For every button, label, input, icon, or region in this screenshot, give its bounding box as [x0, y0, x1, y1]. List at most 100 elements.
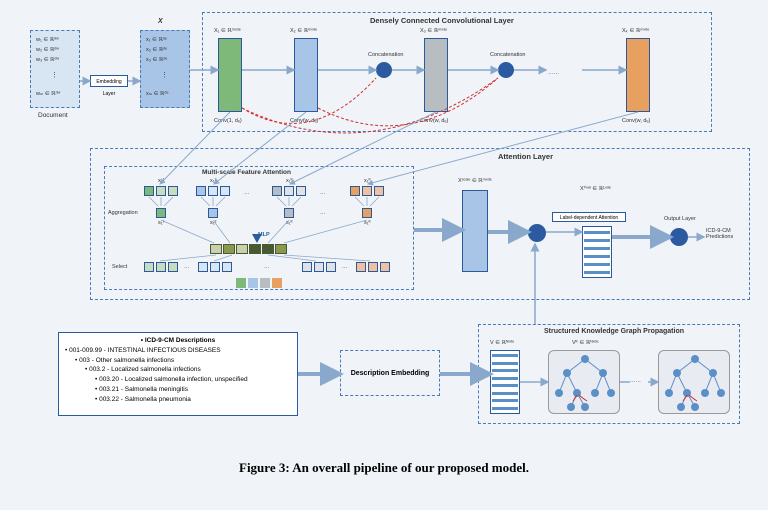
dccl-block-1 — [218, 38, 242, 112]
output-label: Output Layer — [664, 216, 696, 222]
msfa-sq — [168, 186, 178, 196]
convwk: Conv(w, dₑ) — [622, 118, 650, 124]
sel-sq — [302, 262, 312, 272]
x-dots: ⋮ — [161, 71, 168, 79]
sel-sq — [168, 262, 178, 272]
dccl-block-2 — [294, 38, 318, 112]
msfa-dots1: … — [244, 190, 250, 196]
document-label: Document — [38, 112, 68, 119]
x12: x₁² — [210, 178, 216, 184]
icd-l6: • 003.22 - Salmonella pneumonia — [65, 395, 291, 405]
aggregation: Aggregation — [108, 210, 138, 216]
graph2-svg — [659, 351, 731, 415]
concat-circle-1 — [376, 62, 392, 78]
icd-box: • ICD-9-CM Descriptions • 001-009.99 - I… — [58, 332, 298, 416]
xklab: Xₖ ∈ ℝᵐˣᵈᵉ — [622, 28, 649, 34]
skgp-dots: …… — [630, 378, 641, 384]
msfa-dots2: … — [320, 190, 326, 196]
sel-d3: … — [342, 264, 348, 270]
sel-sq — [210, 262, 220, 272]
s12: s₁² — [210, 220, 216, 226]
msfa-sq — [272, 186, 282, 196]
skgp-v: V ∈ ℝᴺˣᵈᵉ — [490, 340, 514, 346]
msfa-sq — [208, 208, 218, 218]
conv1: Conv(1, dₑ) — [214, 118, 242, 124]
x2lab: X₂ ∈ ℝᵐˣᵈᵉ — [290, 28, 317, 34]
xfinal-block — [582, 226, 612, 278]
sel-sq — [356, 262, 366, 272]
msfa-sq — [144, 186, 154, 196]
msfa-sq — [296, 186, 306, 196]
pred-label: ICD-9-CM Predictions — [706, 228, 746, 240]
sel-sq — [144, 262, 154, 272]
dccl-block-k — [626, 38, 650, 112]
msfa-dots3: … — [320, 210, 326, 216]
skgp-vk: Vᴷ ∈ ℝᴺˣᵈᵉ — [572, 340, 599, 346]
concat-circle-2 — [498, 62, 514, 78]
msfa-sq — [362, 186, 372, 196]
msfa-sq — [156, 186, 166, 196]
mlp-sq — [249, 244, 261, 254]
sel-sq — [368, 262, 378, 272]
sel-sq — [326, 262, 336, 272]
msfa-title: Multi-scale Feature Attention — [202, 169, 291, 176]
x1: x₁ ∈ ℝᵈᵉ — [146, 37, 167, 43]
icd-title: • ICD-9-CM Descriptions — [65, 336, 291, 346]
sel-sq — [198, 262, 208, 272]
mlp-sq — [210, 244, 222, 254]
select: Select — [112, 264, 127, 270]
msfa-sq — [284, 186, 294, 196]
msfa-sq — [220, 186, 230, 196]
v-block — [490, 350, 520, 414]
dccl-block-3 — [424, 38, 448, 112]
x11: x₁¹ — [158, 178, 164, 184]
concat2: Concatenation — [490, 52, 525, 58]
attention-title: Attention Layer — [498, 152, 553, 161]
figure-canvas: w₁ ∈ ℝᵈʷ w₂ ∈ ℝᵈʷ w₃ ∈ ℝᵈʷ ⋮ wₘ ∈ ℝᵈʷ Do… — [0, 0, 768, 510]
lda-label-box: Label-dependent Attention — [552, 212, 626, 222]
graph-panel-1 — [548, 350, 620, 414]
graph-panel-2 — [658, 350, 730, 414]
x2: x₂ ∈ ℝᵈᵉ — [146, 47, 167, 53]
msfa-sq — [350, 186, 360, 196]
stack-sq — [248, 278, 258, 288]
s1K: s₁ᴷ — [364, 220, 371, 226]
X-label: X — [158, 18, 163, 25]
document-box: w₁ ∈ ℝᵈʷ w₂ ∈ ℝᵈʷ w₃ ∈ ℝᵈʷ ⋮ wₘ ∈ ℝᵈʷ — [30, 30, 80, 108]
output-circle — [670, 228, 688, 246]
xm: xₘ ∈ ℝᵈᵉ — [146, 91, 169, 97]
skgp-title: Structured Knowledge Graph Propagation — [544, 328, 684, 335]
desc-embed-box: Description Embedding — [340, 350, 440, 396]
dccl-title: Densely Connected Convolutional Layer — [370, 16, 514, 25]
sel-sq — [380, 262, 390, 272]
s11: s₁¹ — [158, 220, 164, 226]
mlp-sq — [223, 244, 235, 254]
mlp-sq — [262, 244, 274, 254]
xscale-block — [462, 190, 488, 272]
msfa-sq — [362, 208, 372, 218]
stack-sq — [236, 278, 246, 288]
msfa-sq — [284, 208, 294, 218]
convw3: Conv(w, dₑ) — [420, 118, 448, 124]
mlp-sq — [275, 244, 287, 254]
mlp-label: MLP — [258, 232, 270, 238]
icd-l2: • 003 - Other salmonella infections — [65, 356, 291, 366]
s1k: s₁ᴷ — [286, 220, 293, 226]
lda-circle — [528, 224, 546, 242]
convw2: Conv(w, dₑ) — [290, 118, 318, 124]
sel-d2: … — [264, 264, 270, 270]
wm: wₘ ∈ ℝᵈʷ — [36, 91, 60, 97]
x1K: x₁ᴷ — [364, 178, 371, 184]
xfinal: Xᶠⁱⁿᵃˡ ∈ ℝᴸˣᵈᵉ — [580, 186, 611, 192]
graph1-svg — [549, 351, 621, 415]
w2: w₂ ∈ ℝᵈʷ — [36, 47, 59, 53]
x1lab: X₁ ∈ ℝᵐˣᵈᵉ — [214, 28, 241, 34]
icd-l5: • 003.21 - Salmonella meningitis — [65, 385, 291, 395]
w3: w₃ ∈ ℝᵈʷ — [36, 57, 59, 63]
mlp-sq — [236, 244, 248, 254]
msfa-sq — [208, 186, 218, 196]
stack-sq — [272, 278, 282, 288]
sel-sq — [156, 262, 166, 272]
doc-dots: ⋮ — [51, 71, 58, 79]
x3lab: X₃ ∈ ℝᵐˣᵈᵉ — [420, 28, 447, 34]
